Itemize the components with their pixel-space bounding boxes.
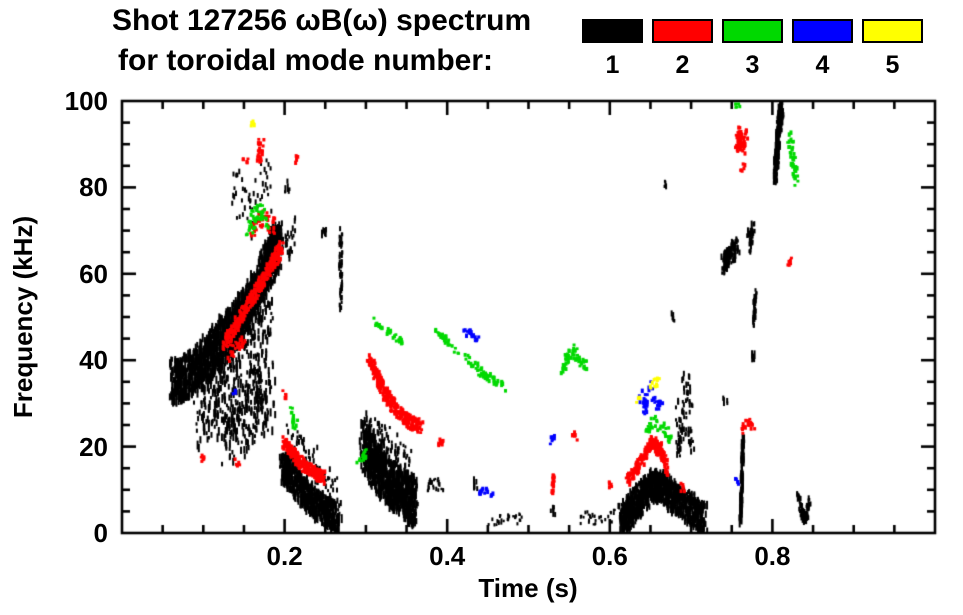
legend-label-mode-2: 2: [675, 51, 690, 79]
legend-item-mode-4: 4: [792, 19, 853, 78]
x-tick-label-0.8: 0.8: [754, 541, 791, 571]
y-tick-label-20: 20: [79, 431, 108, 462]
x-tick-label-0.2: 0.2: [266, 541, 303, 571]
legend-label-mode-4: 4: [815, 51, 830, 79]
legend-swatch-mode-3: [722, 19, 783, 43]
legend-label-mode-5: 5: [885, 51, 900, 79]
legend-item-mode-1: 1: [582, 19, 643, 78]
x-tick-label-0.4: 0.4: [429, 541, 466, 571]
y-axis-title: Frequency (kHz): [8, 215, 38, 419]
y-tick-label-100: 100: [64, 86, 108, 116]
mode-number-legend: 1 2 3 4 5: [582, 19, 923, 78]
y-tick-label-40: 40: [79, 345, 108, 376]
legend-item-mode-5: 5: [862, 19, 923, 78]
chart-title: Shot 127256 ωB(ω) spectrum: [112, 4, 532, 37]
x-tick-label-0.6: 0.6: [591, 541, 628, 571]
y-tick-label-60: 60: [79, 258, 108, 289]
legend-swatch-mode-5: [862, 19, 923, 43]
legend-swatch-mode-2: [652, 19, 713, 43]
chart-subtitle: for toroidal mode number:: [118, 44, 493, 77]
legend-swatch-mode-4: [792, 19, 853, 43]
legend-label-mode-3: 3: [745, 51, 760, 79]
legend-swatch-mode-1: [582, 19, 643, 43]
legend-label-mode-1: 1: [605, 51, 620, 79]
y-tick-label-80: 80: [79, 172, 108, 203]
legend-item-mode-3: 3: [722, 19, 783, 78]
y-tick-label-0: 0: [93, 518, 108, 548]
legend-item-mode-2: 2: [652, 19, 713, 78]
x-axis-title: Time (s): [478, 573, 578, 603]
